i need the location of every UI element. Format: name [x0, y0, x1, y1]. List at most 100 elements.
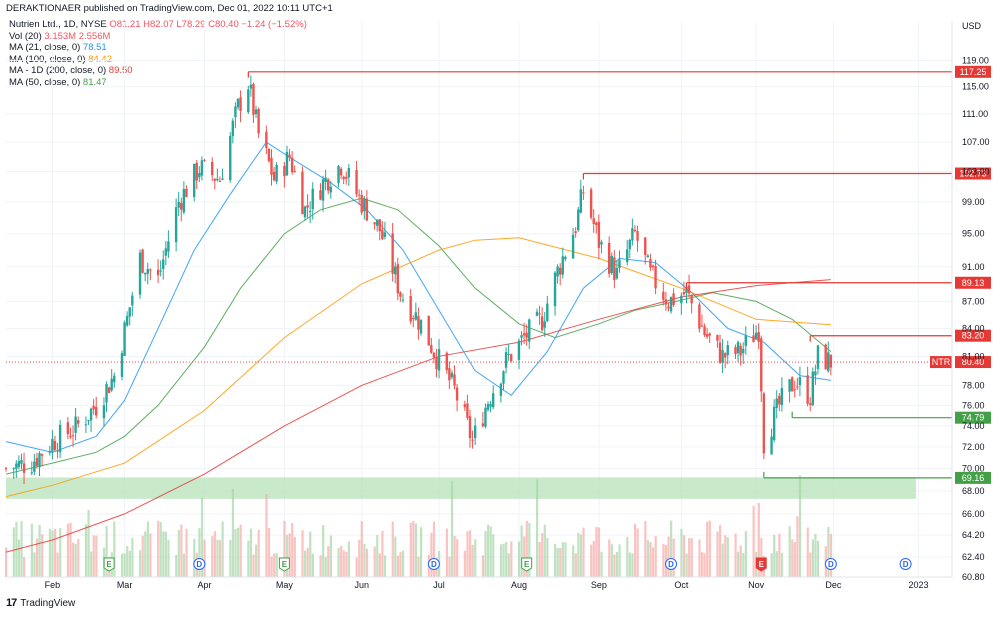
candle-body — [489, 404, 492, 407]
legend-ma21-value: 78.51 — [82, 42, 107, 54]
volume-bar — [311, 553, 314, 577]
volume-bar — [185, 528, 188, 577]
legend-ma100[interactable]: MA (100, close, 0) 84.42 — [9, 54, 307, 66]
candle-body — [811, 371, 815, 406]
y-tick-label: 64.20 — [962, 530, 985, 540]
candle-body — [267, 148, 271, 162]
y-tick-label: 107.00 — [962, 137, 990, 147]
candle-body — [538, 313, 541, 315]
volume-bar — [829, 534, 833, 577]
volume-bar — [528, 522, 531, 577]
volume-bar — [608, 539, 611, 577]
candle-body — [654, 266, 657, 289]
legend-ma21[interactable]: MA (21, close, 0) 78.51 — [9, 42, 307, 54]
candle-body — [355, 169, 358, 195]
y-tick-label: 62.40 — [962, 552, 985, 562]
volume-bar — [306, 548, 309, 577]
volume-bar — [474, 539, 477, 577]
volume-bar — [538, 542, 541, 577]
volume-bar — [742, 553, 745, 577]
candle-body — [113, 375, 116, 383]
candle-body — [491, 393, 495, 408]
candle-body — [391, 233, 394, 274]
volume-bar — [646, 540, 650, 577]
volume-bar — [489, 526, 492, 577]
volume-bar — [597, 527, 601, 577]
volume-bar — [487, 524, 490, 577]
candle-body — [721, 349, 724, 363]
symbol-line[interactable]: Nutrien Ltd., 1D, NYSE O81.21 H82.07 L78… — [9, 19, 307, 31]
volume-bar — [128, 550, 131, 577]
y-tick-label: 78.00 — [962, 380, 985, 390]
candle-body — [430, 344, 433, 353]
axes: 60.80 62.40 64.20 66.00 68.00 70.00 72.00 74.00… — [6, 22, 990, 590]
candle-body — [504, 351, 508, 368]
candle-body — [445, 352, 448, 371]
candle-body — [221, 178, 224, 180]
candle-body — [164, 248, 168, 256]
legend-ma200[interactable]: MA - 1D (200, close, 0) 89.50 — [9, 65, 307, 77]
volume-bar — [126, 545, 129, 577]
volume-bar — [141, 535, 144, 577]
candle-body — [628, 239, 631, 250]
dividend-event-marker — [899, 558, 912, 570]
candle-body — [288, 154, 291, 158]
legend-vol[interactable]: Vol (20) 3.153M 2.556M — [9, 31, 307, 43]
candle-body — [378, 219, 381, 232]
volume-bar — [546, 537, 549, 577]
candle-body — [239, 97, 242, 111]
level-tag — [955, 356, 991, 369]
candle-body — [249, 84, 253, 89]
candle-body — [507, 354, 510, 356]
volume-bar — [590, 544, 593, 577]
y-tick-label: 95.00 — [962, 229, 985, 239]
y-tick-label: 87.00 — [962, 296, 985, 306]
candle-body — [770, 436, 773, 455]
candle-body — [213, 178, 216, 181]
x-tick-label: Sep — [591, 580, 607, 590]
volume-bar — [77, 538, 80, 577]
legend-ma50[interactable]: MA (50, close, 0) 81.47 — [9, 77, 307, 89]
candle-body — [517, 340, 521, 360]
price-levels[interactable]: 117.25 102.73 89.13 83.20 80.40 NTR 74.79 69.16 — [6, 65, 991, 484]
chart-legend: Nutrien Ltd., 1D, NYSE O81.21 H82.07 L78… — [9, 19, 307, 89]
candle-body — [486, 404, 490, 410]
candle-body — [167, 241, 170, 252]
candle-body — [373, 222, 376, 225]
volume-bar — [347, 541, 351, 577]
volume-bar — [340, 545, 343, 577]
level-value: 117.25 — [960, 67, 987, 77]
volume-bar — [724, 535, 727, 577]
candle-body — [814, 371, 817, 376]
volume-bar — [708, 520, 711, 577]
candle-body — [35, 457, 39, 466]
candle-body — [414, 312, 418, 320]
legend-ma50-label: MA (50, close, 0) — [9, 76, 81, 88]
candle-body — [698, 304, 701, 329]
volume-bar — [376, 535, 379, 577]
earnings-event-marker — [755, 557, 767, 572]
volume-bar — [200, 497, 204, 577]
volume-bar — [216, 539, 219, 577]
candle-body — [775, 398, 778, 408]
candle-body — [20, 460, 23, 464]
volume-bar — [505, 541, 508, 577]
dividend-event-marker — [824, 558, 837, 570]
candle-body — [17, 461, 21, 467]
candles — [4, 75, 833, 485]
candle-body — [595, 222, 598, 226]
level-value: 89.13 — [962, 278, 985, 288]
candle-body — [156, 269, 160, 276]
candle-body — [571, 234, 575, 259]
volume-bar — [218, 540, 222, 577]
legend-ma200-value: 89.50 — [108, 65, 133, 77]
volume-bar — [543, 524, 546, 577]
candle-body — [752, 335, 755, 343]
candle-body — [360, 195, 363, 213]
volume-bar — [700, 552, 704, 577]
volume-bar — [618, 544, 621, 577]
candle-body — [636, 231, 639, 241]
candle-body — [561, 256, 564, 275]
